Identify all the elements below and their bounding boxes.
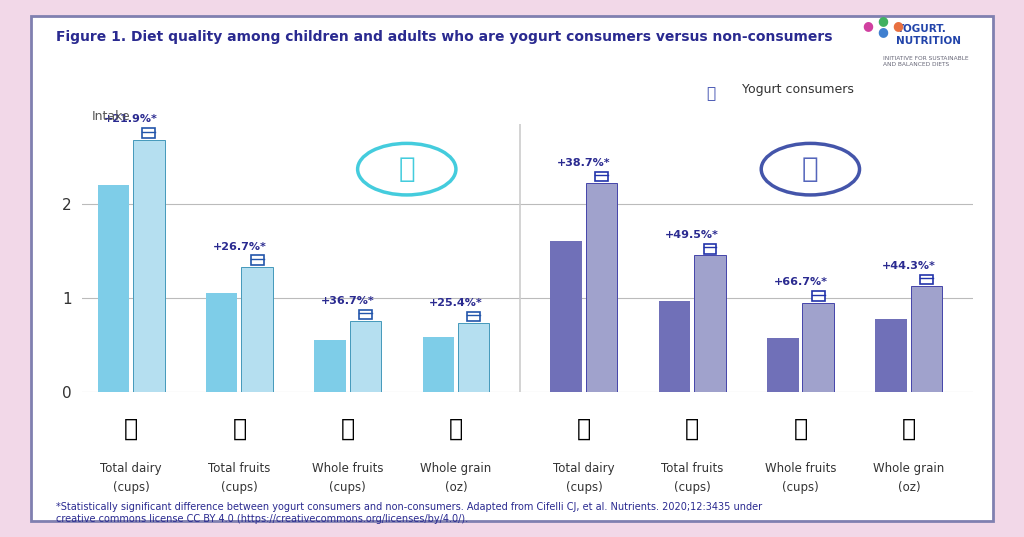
Text: +36.7%*: +36.7%*: [321, 296, 375, 306]
Text: Total fruits: Total fruits: [208, 462, 270, 475]
Text: +25.4%*: +25.4%*: [429, 298, 483, 308]
Text: +38.7%*: +38.7%*: [557, 158, 610, 168]
Text: +21.9%*: +21.9%*: [104, 114, 158, 125]
Text: +44.3%*: +44.3%*: [882, 261, 936, 271]
Text: ⬜: ⬜: [145, 124, 153, 137]
Text: 🍊: 🍊: [341, 417, 354, 441]
Bar: [242, 267, 272, 392]
Text: ⬜: ⬜: [923, 270, 930, 283]
Text: (cups): (cups): [330, 481, 367, 494]
Text: Total dairy: Total dairy: [553, 462, 614, 475]
Bar: [458, 323, 489, 392]
FancyBboxPatch shape: [467, 312, 480, 321]
Text: 🌾: 🌾: [449, 417, 463, 441]
Text: 🧍: 🧍: [802, 155, 818, 183]
Bar: [694, 256, 726, 392]
Text: 🍊: 🍊: [794, 417, 808, 441]
Bar: [658, 301, 690, 392]
Text: ⬜: ⬜: [361, 306, 370, 318]
FancyBboxPatch shape: [812, 291, 824, 301]
Text: ⬜: ⬜: [253, 251, 261, 264]
Text: Intake: Intake: [92, 110, 131, 123]
Text: ⬜: ⬜: [598, 167, 605, 180]
Text: ⬜: ⬜: [707, 240, 714, 252]
FancyBboxPatch shape: [703, 244, 717, 253]
Text: (cups): (cups): [221, 481, 258, 494]
Text: ⬜: ⬜: [814, 287, 822, 300]
Bar: [423, 337, 454, 392]
Text: 🍎: 🍎: [685, 417, 699, 441]
Text: 🥛: 🥛: [577, 417, 591, 441]
Bar: [586, 183, 617, 392]
Text: (cups): (cups): [782, 481, 819, 494]
Text: Yogurt consumers: Yogurt consumers: [742, 83, 854, 96]
Text: Whole grain: Whole grain: [873, 462, 944, 475]
Text: ⬜: ⬜: [470, 307, 477, 321]
Bar: [767, 338, 799, 392]
Text: Figure 1. Diet quality among children and adults who are yogurt consumers versus: Figure 1. Diet quality among children an…: [56, 30, 833, 43]
Text: (cups): (cups): [674, 481, 711, 494]
Bar: [803, 302, 834, 392]
Text: +49.5%*: +49.5%*: [666, 230, 719, 241]
FancyBboxPatch shape: [142, 128, 156, 137]
Text: (oz): (oz): [897, 481, 921, 494]
Text: (oz): (oz): [444, 481, 467, 494]
Bar: [97, 185, 129, 392]
Text: 🧒: 🧒: [398, 155, 415, 183]
Text: ●: ●: [878, 25, 888, 38]
Bar: [910, 286, 942, 392]
FancyBboxPatch shape: [359, 310, 372, 320]
Text: (cups): (cups): [565, 481, 602, 494]
Bar: [133, 140, 165, 392]
Text: +26.7%*: +26.7%*: [213, 242, 266, 252]
Text: Total fruits: Total fruits: [662, 462, 723, 475]
Text: ●: ●: [878, 14, 888, 27]
Bar: [876, 318, 907, 392]
Text: Whole grain: Whole grain: [421, 462, 492, 475]
Text: 🍎: 🍎: [232, 417, 247, 441]
Text: ●: ●: [893, 19, 903, 32]
Text: 🌾: 🌾: [902, 417, 915, 441]
Text: *Statistically significant difference between yogurt consumers and non-consumers: *Statistically significant difference be…: [56, 502, 763, 524]
FancyBboxPatch shape: [595, 171, 608, 181]
Bar: [551, 241, 582, 392]
Text: Whole fruits: Whole fruits: [765, 462, 837, 475]
Bar: [314, 340, 346, 392]
Text: Whole fruits: Whole fruits: [312, 462, 383, 475]
Text: ●: ●: [862, 19, 872, 32]
Bar: [349, 321, 381, 392]
Text: Total dairy: Total dairy: [100, 462, 162, 475]
FancyBboxPatch shape: [921, 275, 933, 284]
Text: +66.7%*: +66.7%*: [773, 278, 827, 287]
Bar: [206, 293, 238, 392]
Text: 🥛: 🥛: [124, 417, 138, 441]
Text: YOGURT.
NUTRITION: YOGURT. NUTRITION: [896, 24, 961, 46]
Text: INITIATIVE FOR SUSTAINABLE
AND BALANCED DIETS: INITIATIVE FOR SUSTAINABLE AND BALANCED …: [883, 56, 969, 67]
FancyBboxPatch shape: [251, 256, 263, 265]
Text: (cups): (cups): [113, 481, 150, 494]
Text: 🥛: 🥛: [707, 86, 716, 101]
